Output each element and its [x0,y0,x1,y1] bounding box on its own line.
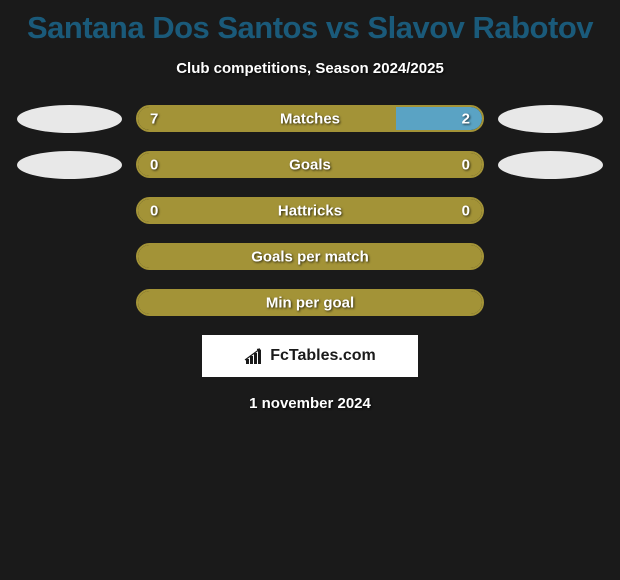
bar-segment-left [138,153,310,176]
player-badge-left [17,105,122,133]
logo-text: FcTables.com [270,347,376,365]
stat-value-left: 7 [150,110,158,127]
stat-row: Min per goal [0,289,620,316]
stat-bar: Min per goal [136,289,484,316]
player-badge-left [17,151,122,179]
stat-bar: Matches72 [136,105,484,132]
stat-value-left: 0 [150,156,158,173]
date-label: 1 november 2024 [0,395,620,412]
stat-value-right: 0 [462,202,470,219]
bar-chart-icon [244,347,266,365]
bar-segment-left [138,291,482,314]
fctables-logo: FcTables.com [202,335,418,377]
bar-segment-left [138,245,482,268]
player-badge-right [498,105,603,133]
comparison-rows: Matches72Goals00Hattricks00Goals per mat… [0,105,620,316]
stat-value-right: 0 [462,156,470,173]
page-title: Santana Dos Santos vs Slavov Rabotov [0,0,620,46]
stat-row: Goals00 [0,151,620,178]
stat-bar: Hattricks00 [136,197,484,224]
stat-row: Matches72 [0,105,620,132]
stat-value-left: 0 [150,202,158,219]
subtitle: Club competitions, Season 2024/2025 [0,60,620,77]
stat-row: Hattricks00 [0,197,620,224]
bar-segment-right [310,153,482,176]
bar-segment-left [138,107,396,130]
bar-segment-right [310,199,482,222]
stat-bar: Goals per match [136,243,484,270]
stat-row: Goals per match [0,243,620,270]
bar-segment-left [138,199,310,222]
player-badge-right [498,151,603,179]
stat-value-right: 2 [462,110,470,127]
stat-bar: Goals00 [136,151,484,178]
